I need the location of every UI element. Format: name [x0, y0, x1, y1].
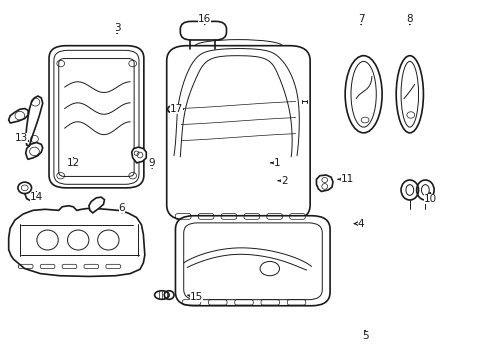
Text: 16: 16	[198, 14, 211, 24]
FancyBboxPatch shape	[180, 21, 226, 40]
Text: 14: 14	[30, 192, 43, 202]
Text: 13: 13	[15, 133, 29, 143]
Text: 7: 7	[357, 14, 364, 24]
Text: 9: 9	[148, 158, 155, 168]
FancyBboxPatch shape	[175, 216, 329, 306]
Text: 8: 8	[406, 14, 412, 24]
Polygon shape	[316, 175, 332, 192]
Text: 3: 3	[114, 23, 120, 33]
Polygon shape	[9, 206, 144, 276]
Text: 5: 5	[361, 330, 367, 342]
Text: 6: 6	[119, 203, 125, 213]
Text: 2: 2	[278, 176, 287, 186]
FancyBboxPatch shape	[166, 46, 309, 220]
FancyBboxPatch shape	[49, 46, 143, 188]
Text: 10: 10	[423, 193, 436, 203]
Text: 15: 15	[187, 292, 203, 302]
Polygon shape	[131, 147, 146, 163]
Text: 17: 17	[169, 104, 183, 114]
Text: 11: 11	[338, 174, 353, 184]
Text: 12: 12	[66, 158, 80, 168]
Polygon shape	[89, 197, 104, 213]
Text: 1: 1	[270, 158, 280, 168]
Text: 4: 4	[354, 219, 364, 229]
